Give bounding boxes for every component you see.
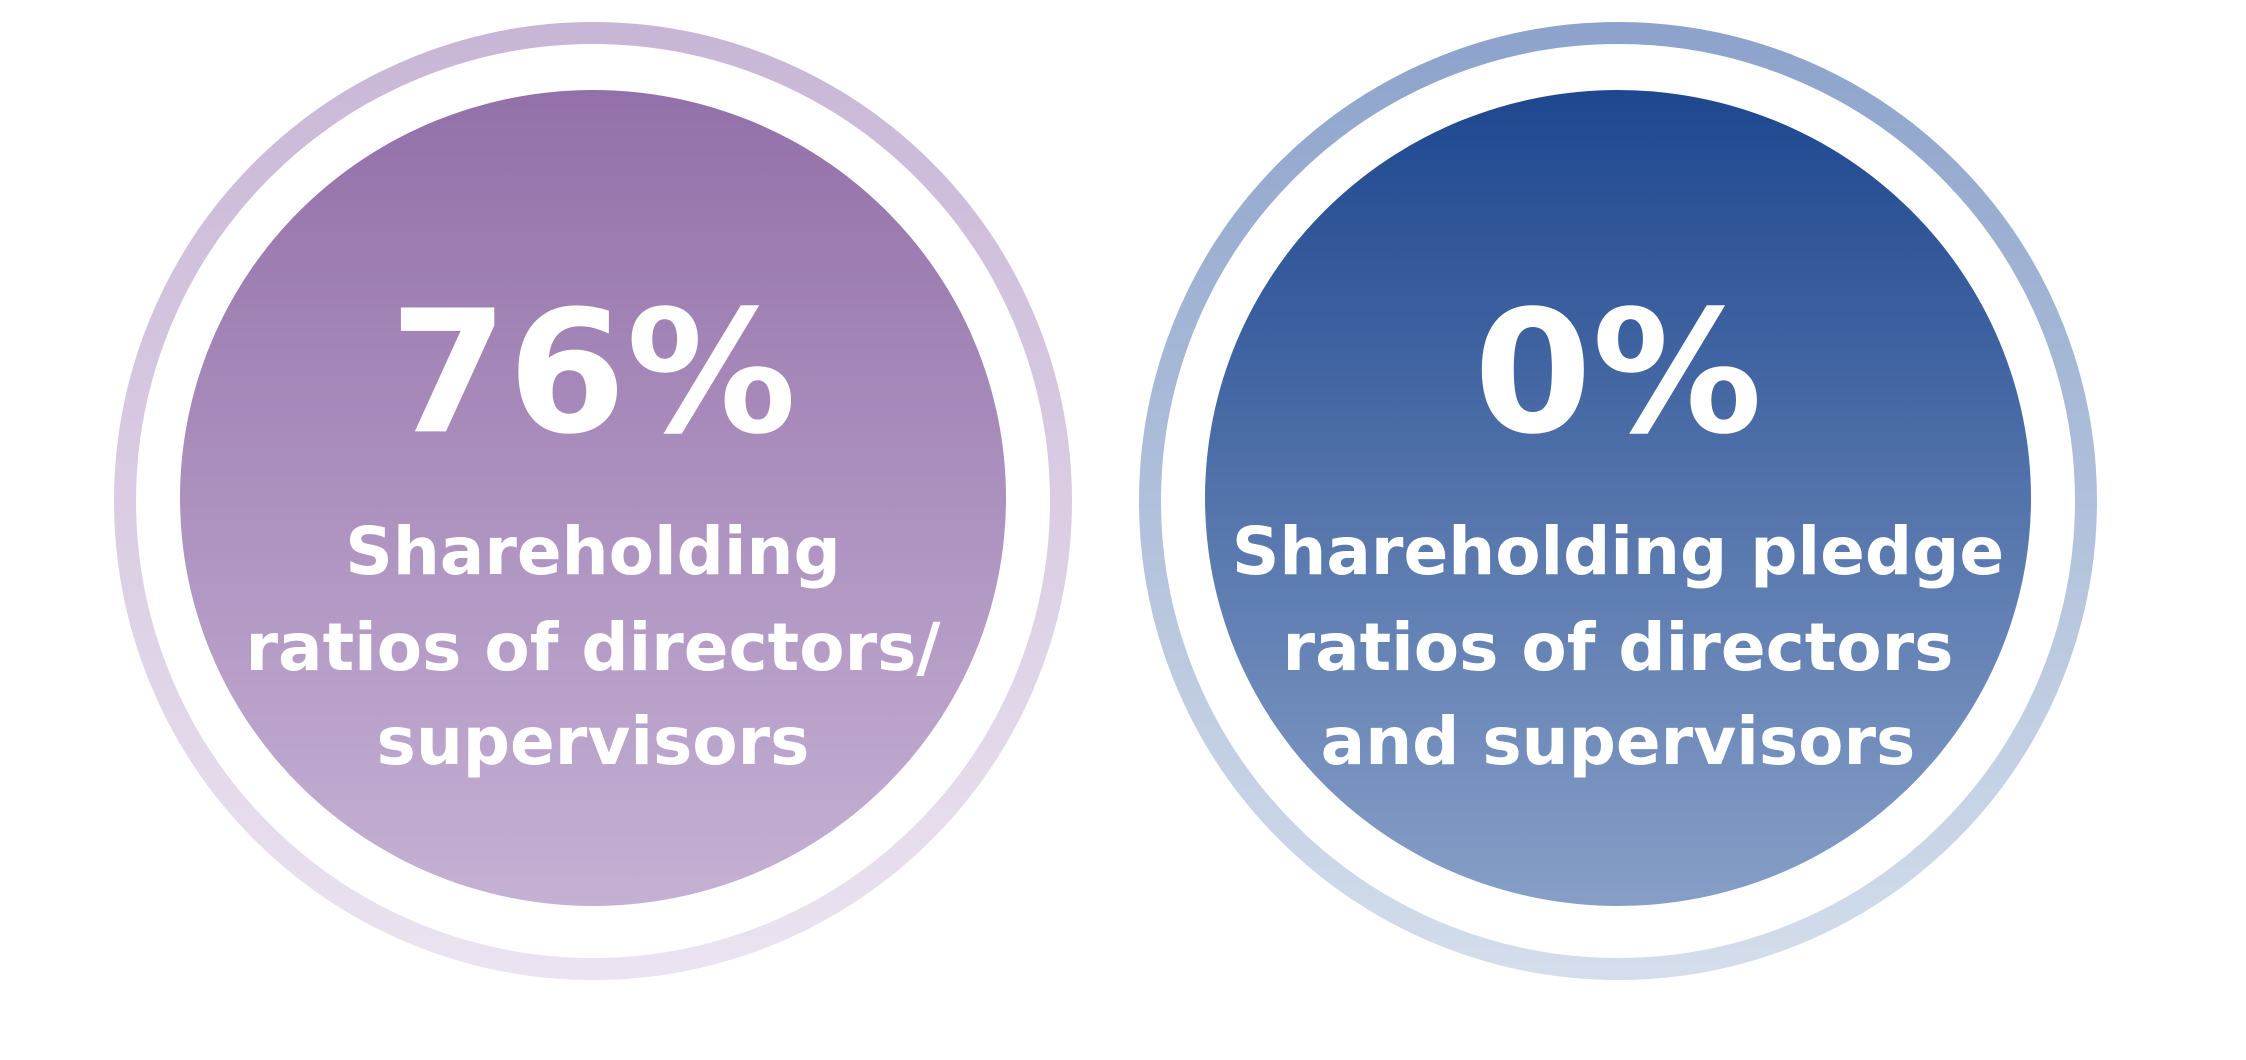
ring	[114, 22, 1072, 980]
stat-label: supervisors	[377, 703, 810, 780]
stat-label: and supervisors	[1321, 703, 1916, 780]
stat-label: ratios of directors/	[245, 609, 941, 686]
stat-label: Shareholding pledge	[1232, 513, 2004, 590]
stat-value: 0%	[1474, 274, 1763, 472]
stat-card: 0% Shareholding pledge ratios of directo…	[1139, 22, 2097, 980]
stat-card: 76% Shareholding ratios of directors/ su…	[114, 22, 1072, 980]
stat-label: Shareholding	[345, 513, 840, 590]
stat-label: ratios of directors	[1283, 609, 1954, 686]
ring	[1139, 22, 2097, 980]
disc	[1205, 90, 2031, 906]
disc	[180, 90, 1006, 906]
stat-value: 76%	[390, 274, 797, 472]
